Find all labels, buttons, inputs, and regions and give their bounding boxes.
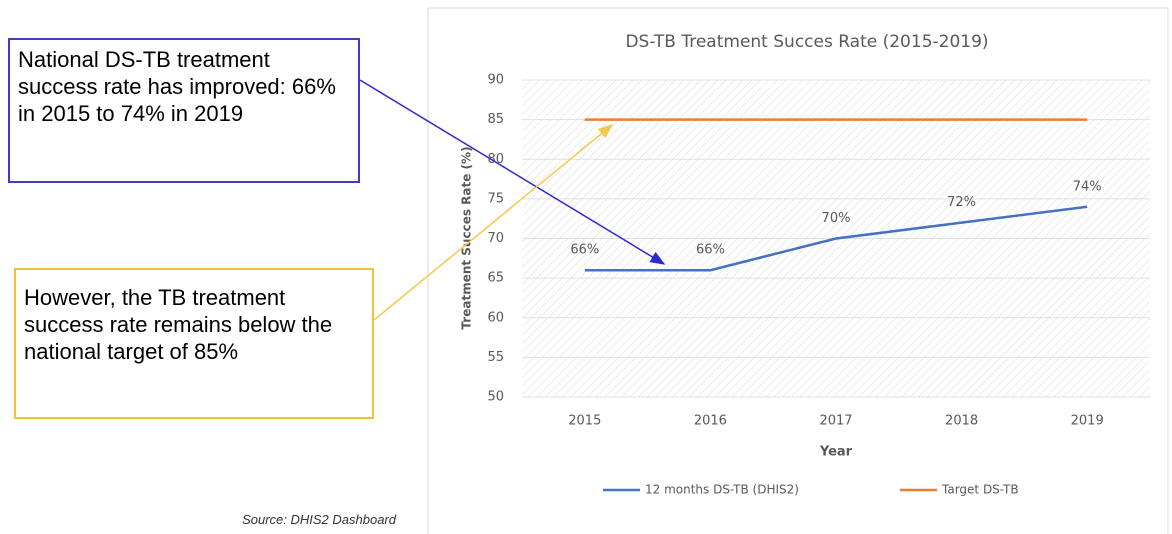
data-label: 70% — [822, 211, 851, 226]
x-tick-label: 2015 — [568, 414, 601, 429]
y-tick-label: 60 — [487, 310, 504, 325]
y-tick-label: 85 — [487, 112, 504, 127]
data-label: 66% — [696, 243, 725, 258]
x-axis-label: Year — [819, 445, 853, 460]
series-line — [584, 205, 1088, 272]
x-tick-label: 2016 — [694, 414, 727, 429]
chart-title: DS-TB Treatment Succes Rate (2015-2019) — [625, 32, 988, 52]
x-tick-label: 2017 — [819, 414, 852, 429]
data-label: 72% — [947, 195, 976, 210]
y-tick-label: 65 — [487, 271, 504, 286]
y-tick-label: 75 — [487, 191, 504, 206]
y-tick-label: 90 — [487, 73, 504, 88]
annotation-box: National DS-TB treatment success rate ha… — [8, 38, 360, 183]
data-label: 66% — [570, 243, 599, 258]
y-axis-label: Treatment Succes Rate (%) — [460, 146, 474, 329]
y-tick-label: 70 — [487, 231, 504, 246]
y-tick-label: 80 — [487, 152, 504, 167]
legend-label: Target DS-TB — [941, 483, 1019, 497]
x-tick-label: 2018 — [945, 414, 978, 429]
y-tick-label: 50 — [487, 390, 504, 405]
y-tick-label: 55 — [487, 350, 504, 365]
annotation-box: However, the TB treatment success rate r… — [14, 268, 374, 419]
data-label: 74% — [1073, 179, 1102, 194]
x-tick-label: 2019 — [1071, 414, 1104, 429]
source-note: Source: DHIS2 Dashboard — [242, 512, 396, 527]
legend-label: 12 months DS-TB (DHIS2) — [645, 483, 799, 497]
